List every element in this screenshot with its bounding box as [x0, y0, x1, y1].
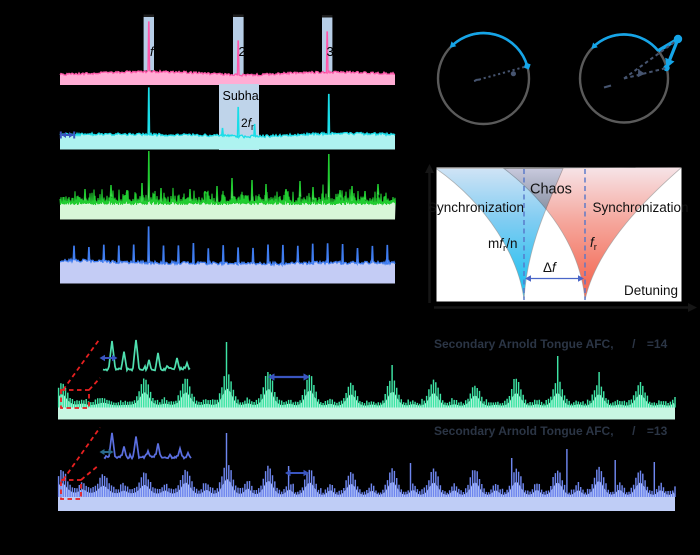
svg-text:Secondary Arnold Tongue AFC,fR: Secondary Arnold Tongue AFC, fR/fr =14: [434, 337, 668, 353]
svg-text:2fr: 2fr: [241, 116, 254, 132]
svg-text:Detuning: Detuning: [624, 283, 678, 298]
svg-text:Secondary Arnold Tongue AFC,fR: Secondary Arnold Tongue AFC, fR/fr =13: [434, 424, 668, 440]
svg-text:Chaos: Chaos: [530, 182, 572, 198]
svg-text:3fr: 3fr: [327, 44, 341, 61]
svg-text:Synchronization: Synchronization: [428, 200, 524, 215]
svg-text:mfr/n: mfr/n: [488, 236, 517, 254]
svg-text:fr: fr: [590, 235, 597, 253]
svg-text:Δf: Δf: [543, 260, 557, 275]
svg-text:Subharmonics: Subharmonics: [223, 89, 303, 103]
svg-text:2fr: 2fr: [239, 44, 253, 61]
svg-text:fr: fr: [150, 44, 157, 61]
svg-text:Synchronization: Synchronization: [593, 200, 689, 215]
